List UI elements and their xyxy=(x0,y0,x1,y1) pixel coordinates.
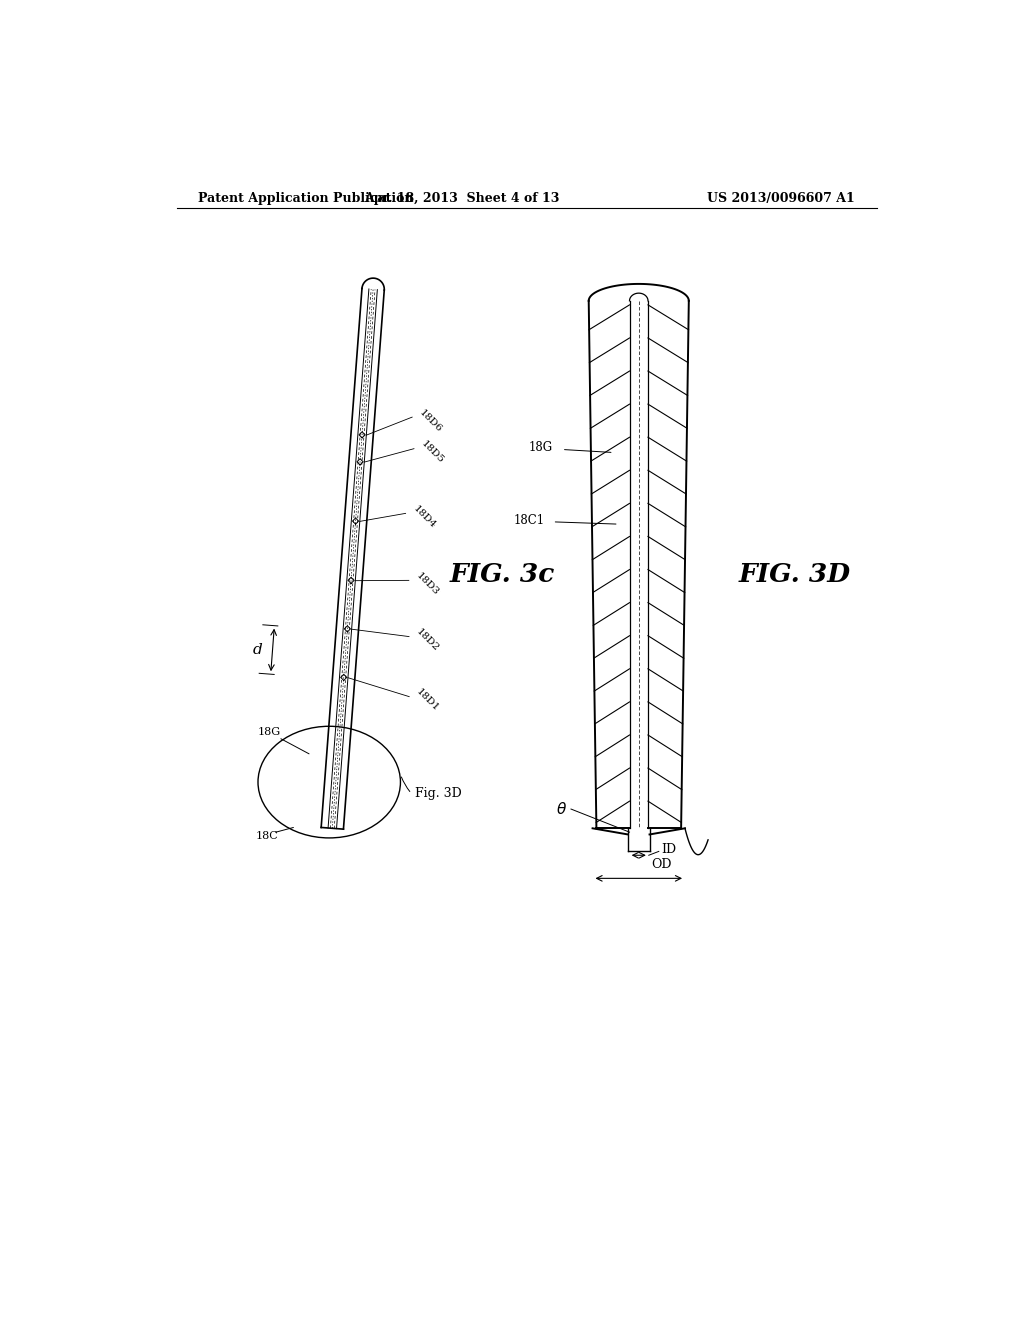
Text: 18D1: 18D1 xyxy=(415,688,440,714)
Text: 18C1: 18C1 xyxy=(513,513,545,527)
Text: 18D3: 18D3 xyxy=(415,572,440,598)
Text: ID: ID xyxy=(662,842,676,855)
Text: d: d xyxy=(252,643,262,657)
Text: 18G: 18G xyxy=(528,441,553,454)
Text: 18D2: 18D2 xyxy=(415,627,440,653)
Text: FIG. 3c: FIG. 3c xyxy=(451,562,555,586)
Text: 18G: 18G xyxy=(258,727,281,737)
Text: FIG. 3D: FIG. 3D xyxy=(739,562,851,586)
Text: $\theta$: $\theta$ xyxy=(556,801,567,817)
Text: OD: OD xyxy=(651,858,672,871)
Text: Apr. 18, 2013  Sheet 4 of 13: Apr. 18, 2013 Sheet 4 of 13 xyxy=(364,191,559,205)
Text: 18C: 18C xyxy=(256,832,279,841)
Text: 18D5: 18D5 xyxy=(420,440,445,466)
Text: 18D4: 18D4 xyxy=(411,504,437,531)
Text: Fig. 3D: Fig. 3D xyxy=(416,787,462,800)
Text: 18D6: 18D6 xyxy=(418,408,443,434)
Text: Patent Application Publication: Patent Application Publication xyxy=(199,191,414,205)
Text: US 2013/0096607 A1: US 2013/0096607 A1 xyxy=(707,191,854,205)
